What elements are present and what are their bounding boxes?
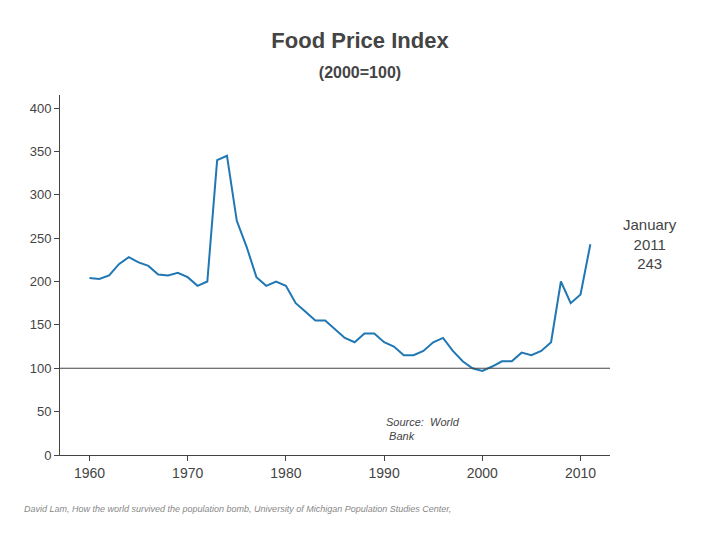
svg-text:1980: 1980 [270,465,301,481]
svg-text:2010: 2010 [565,465,596,481]
svg-text:150: 150 [30,317,52,332]
svg-text:300: 300 [30,187,52,202]
svg-text:1990: 1990 [369,465,400,481]
svg-text:400: 400 [30,101,52,116]
svg-text:2000: 2000 [467,465,498,481]
svg-text:Source: World Bank: Source: World Bank [386,416,460,442]
svg-text:David Lam, How the world survi: David Lam, How the world survived the po… [24,504,451,514]
svg-text:(2000=100): (2000=100) [319,64,401,81]
svg-text:1960: 1960 [74,465,105,481]
svg-text:350: 350 [30,144,52,159]
svg-text:Food Price Index: Food Price Index [271,28,449,53]
svg-text:1970: 1970 [172,465,203,481]
svg-text:200: 200 [30,274,52,289]
svg-text:50: 50 [37,404,51,419]
svg-text:January2011243: January2011243 [623,216,677,272]
svg-text:100: 100 [30,361,52,376]
svg-text:250: 250 [30,231,52,246]
svg-text:0: 0 [44,448,51,463]
